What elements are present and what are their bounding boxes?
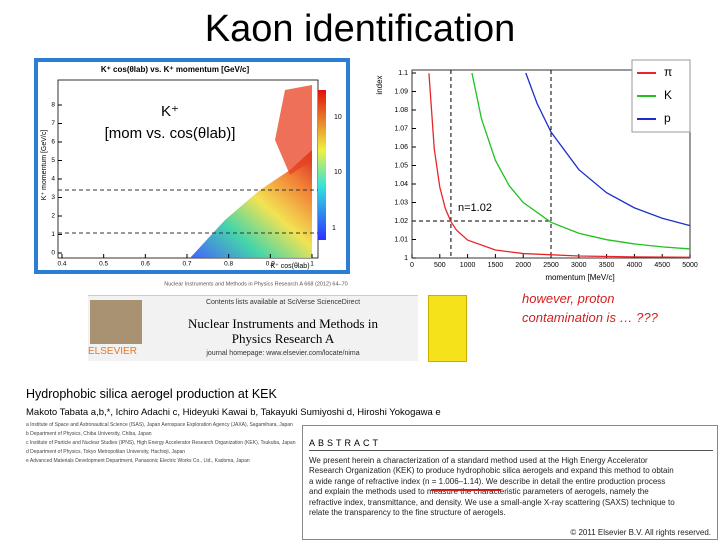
x-tick-label: 0.4	[57, 261, 66, 268]
remark-line: however, proton	[522, 291, 615, 306]
y-tick-label: 1.08	[394, 107, 408, 114]
y-tick-label: 6	[51, 139, 55, 146]
highlight-underline	[431, 489, 501, 491]
journal-contents: Contents lists available at SciVerse Sci…	[205, 299, 361, 306]
affiliation: d Department of Physics, Tokyo Metropoli…	[26, 449, 186, 455]
abstract-line: We present herein a characterization of …	[309, 456, 648, 465]
y-tick-label: 1	[51, 231, 55, 238]
x-axis-label: K⁺ cos(θlab)	[270, 263, 309, 270]
y-tick-label: 1.04	[394, 181, 408, 188]
x-tick-label: 4500	[654, 262, 670, 269]
citation: Nuclear Instruments and Methods in Physi…	[164, 281, 347, 287]
heatmap	[275, 85, 312, 175]
affiliation: e Advanced Materials Development Departm…	[26, 458, 250, 464]
remark: however, proton contamination is … ???	[522, 289, 658, 327]
y-tick-label: 1.06	[394, 144, 408, 151]
kaon-plot: K⁺ cos(θlab) vs. K⁺ momentum [GeV/c] K⁺ …	[34, 58, 350, 287]
x-tick-label: 2000	[515, 262, 531, 269]
legend-label: π	[664, 65, 672, 79]
x-tick-label: 5000	[682, 262, 698, 269]
x-tick-label: 0.6	[141, 261, 150, 268]
paper-authors: Makoto Tabata a,b,*, Ichiro Adachi c, Hi…	[26, 407, 441, 418]
colorbar-label: 10	[334, 169, 342, 176]
abstract-line: a wide range of refractive index (n = 1.…	[309, 476, 666, 486]
abstract-text: We present herein a characterization of …	[309, 456, 675, 518]
affiliations: a Institute of Space and Astronautical S…	[26, 421, 301, 466]
journal-name-line: Physics Research A	[231, 331, 335, 346]
journal-name: Nuclear Instruments and Methods in Physi…	[148, 316, 418, 346]
overlay-label: [mom vs. cos(θlab)]	[105, 125, 236, 142]
abstract-line: relate the transparency to the fine stru…	[309, 508, 506, 518]
affiliation: a Institute of Space and Astronautical S…	[26, 422, 293, 428]
x-tick-label: 0.5	[99, 261, 108, 268]
y-tick-label: 1.01	[394, 236, 408, 243]
colorbar-label: 10	[334, 114, 342, 121]
x-axis-label: momentum [MeV/c]	[545, 273, 614, 282]
affiliation: b Department of Physics, Chiba Universit…	[26, 431, 152, 437]
colorbar-label: 1	[332, 225, 336, 232]
x-tick-label: 2500	[543, 262, 559, 269]
remark-line: contamination is … ???	[522, 310, 658, 325]
x-tick-label: 0.8	[224, 261, 233, 268]
y-tick-label: 3	[51, 194, 55, 201]
x-tick-label: 3000	[571, 262, 587, 269]
slide-title: Kaon identification	[204, 8, 516, 50]
color-bar	[318, 90, 326, 240]
y-axis-label: K⁺ momentum [GeV/c]	[41, 130, 48, 201]
series-line	[428, 73, 691, 258]
abstract-line: and explain the methods used to measure …	[309, 487, 649, 497]
paper-title: Hydrophobic silica aerogel production at…	[26, 387, 277, 401]
abstract-line: refractive index, transmittance, and den…	[309, 497, 675, 507]
y-tick-label: 1.02	[394, 218, 408, 225]
x-tick-label: 0.9	[266, 261, 275, 268]
legend-label: K	[664, 88, 672, 102]
y-tick-label: 1.09	[394, 88, 408, 95]
heatmap	[190, 150, 312, 258]
rule	[309, 450, 713, 451]
legend-label: p	[664, 111, 671, 125]
x-tick-label: 500	[434, 262, 446, 269]
abstract-heading: ABSTRACT	[309, 438, 382, 448]
journal-homepage: journal homepage: www.elsevier.com/locat…	[206, 350, 360, 357]
y-tick-label: 5	[51, 157, 55, 164]
overlay-label: K⁺	[161, 103, 179, 120]
x-tick-label: 0.7	[182, 261, 191, 268]
y-axis-label: index	[375, 75, 384, 94]
x-tick-label: 1500	[488, 262, 504, 269]
abstract-line: Research Organization (KEK) to produce h…	[309, 466, 674, 476]
y-tick-label: 8	[51, 102, 55, 109]
y-tick-label: 0	[51, 250, 55, 257]
publisher: ELSEVIER	[88, 346, 137, 357]
y-tick-label: 4	[51, 176, 55, 183]
x-tick-label: 1	[310, 261, 314, 268]
x-tick-label: 3500	[599, 262, 615, 269]
y-tick-label: 7	[51, 120, 55, 127]
journal-name-line: Nuclear Instruments and Methods in	[188, 316, 378, 331]
x-tick-label: 1000	[460, 262, 476, 269]
x-tick-label: 4000	[627, 262, 643, 269]
index-chart: index momentum [MeV/c] 0 500 1000 1500 2000 2…	[375, 59, 698, 282]
x-tick-label: 0	[410, 262, 414, 269]
y-tick-label: 1.07	[394, 125, 408, 132]
series-line	[525, 72, 691, 227]
publisher-logo	[90, 300, 142, 344]
y-tick-label: 1.1	[398, 70, 408, 77]
journal-header: ELSEVIER Contents lists available at Sci…	[88, 295, 418, 361]
plot-title: K⁺ cos(θlab) vs. K⁺ momentum [GeV/c]	[101, 65, 250, 74]
y-tick-label: 1	[404, 255, 408, 262]
annotation: n=1.02	[458, 202, 492, 214]
journal-cover	[428, 295, 467, 362]
y-tick-label: 1.05	[394, 162, 408, 169]
affiliation: c Institute of Particle and Nuclear Stud…	[26, 440, 296, 446]
series-line	[471, 72, 691, 250]
y-tick-label: 2	[51, 213, 55, 220]
y-tick-label: 1.03	[394, 199, 408, 206]
copyright: © 2011 Elsevier B.V. All rights reserved…	[570, 528, 711, 537]
abstract-box: ABSTRACT We present herein a characteriz…	[302, 425, 718, 540]
